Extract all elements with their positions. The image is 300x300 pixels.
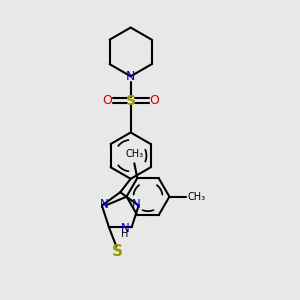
Text: S: S <box>126 94 136 108</box>
Text: CH₃: CH₃ <box>187 192 205 202</box>
Text: N: N <box>100 198 109 211</box>
Text: O: O <box>149 94 159 106</box>
Text: S: S <box>111 244 122 259</box>
Text: O: O <box>102 94 112 106</box>
Text: N: N <box>132 198 141 211</box>
Text: CH₃: CH₃ <box>125 149 143 159</box>
Text: N: N <box>121 222 130 235</box>
Text: N: N <box>126 70 135 83</box>
Text: H: H <box>122 229 129 239</box>
